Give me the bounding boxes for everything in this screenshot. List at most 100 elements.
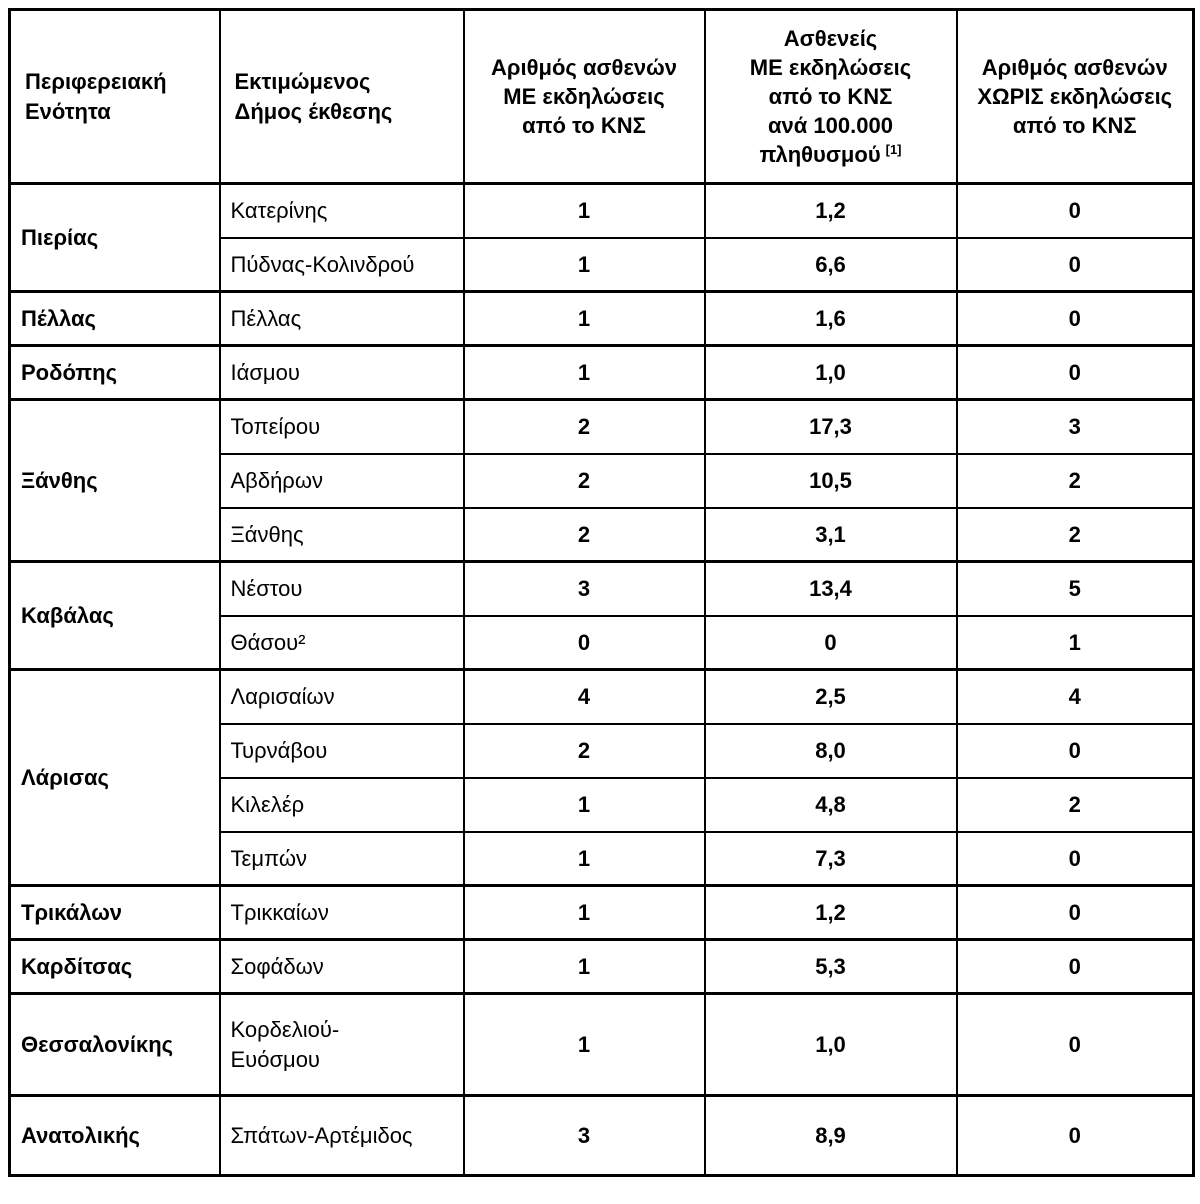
region-cell: Θεσσαλονίκης — [8, 992, 221, 1097]
without-cns-cell: 0 — [955, 182, 1195, 239]
without-cns-cell: 0 — [955, 290, 1195, 347]
with-cns-cell: 1 — [462, 938, 706, 995]
region-cell: Καβάλας — [8, 560, 221, 671]
with-cns-cell: 1 — [462, 776, 706, 833]
table-row: Ξάνθης 2 3,1 2 — [10, 506, 1195, 563]
without-cns-cell: 0 — [955, 1094, 1195, 1177]
without-cns-cell: 0 — [955, 938, 1195, 995]
header-patients-with-cns: Αριθμός ασθενών ΜΕ εκδηλώσεις από το ΚΝΣ — [462, 8, 706, 185]
cns-cases-table: Περιφερειακή Ενότητα Εκτιμώμενος Δήμος έ… — [8, 8, 1195, 1177]
without-cns-cell: 4 — [955, 668, 1195, 725]
table-row: Καβάλας Νέστου 3 13,4 5 — [8, 560, 1195, 671]
per-100k-cell: 1,2 — [703, 182, 958, 239]
without-cns-cell: 0 — [955, 722, 1195, 779]
without-cns-cell: 0 — [955, 830, 1195, 887]
per-100k-cell: 5,3 — [703, 938, 958, 995]
municipality-cell: Πύδνας-Κολινδρού — [218, 236, 465, 293]
header-row: Περιφερειακή Ενότητα Εκτιμώμενος Δήμος έ… — [8, 8, 1195, 185]
table-row: Θεσσαλονίκης Κορδελιού- Ευόσμου 1 1,0 0 — [8, 992, 1195, 1097]
table-row: Αβδήρων 2 10,5 2 — [10, 452, 1195, 509]
without-cns-cell: 0 — [955, 992, 1195, 1097]
per-100k-cell: 1,2 — [703, 884, 958, 941]
municipality-cell: Ξάνθης — [218, 506, 465, 563]
with-cns-cell: 2 — [462, 722, 706, 779]
with-cns-cell: 4 — [462, 668, 706, 725]
table-row: Πιερίας Κατερίνης 1 1,2 0 — [8, 182, 1195, 293]
with-cns-cell: 1 — [462, 344, 706, 401]
per-100k-cell: 8,0 — [703, 722, 958, 779]
per-100k-cell: 10,5 — [703, 452, 958, 509]
header-regional-unit-label: Περιφερειακή Ενότητα — [25, 69, 167, 124]
per-100k-cell: 1,6 — [703, 290, 958, 347]
with-cns-cell: 1 — [462, 290, 706, 347]
table-row: Τρικάλων Τρικκαίων 1 1,2 0 — [8, 884, 1195, 941]
without-cns-cell: 2 — [955, 506, 1195, 563]
per-100k-cell: 17,3 — [703, 398, 958, 455]
municipality-cell: Τρικκαίων — [218, 884, 465, 941]
region-cell: Λάρισας — [8, 668, 221, 887]
table-row: Ανατολικής Σπάτων-Αρτέμιδος 3 8,9 0 — [8, 1094, 1195, 1177]
header-patients-without-cns-label: Αριθμός ασθενών ΧΩΡΙΣ εκδηλώσεις από το … — [977, 54, 1173, 139]
municipality-cell: Τοπείρου — [218, 398, 465, 455]
table-row: Τυρνάβου 2 8,0 0 — [10, 722, 1195, 779]
with-cns-cell: 2 — [462, 506, 706, 563]
table-body: Πιερίας Κατερίνης 1 1,2 0 Πύδνας-Κολινδρού 1 6,… — [8, 182, 1195, 1177]
region-cell: Ξάνθης — [8, 398, 221, 563]
region-cell: Καρδίτσας — [8, 938, 221, 995]
per-100k-cell: 2,5 — [703, 668, 958, 725]
municipality-cell: Πέλλας — [218, 290, 465, 347]
per-100k-cell: 4,8 — [703, 776, 958, 833]
without-cns-cell: 3 — [955, 398, 1195, 455]
per-100k-cell: 1,0 — [703, 992, 958, 1097]
table-row: Πέλλας Πέλλας 1 1,6 0 — [8, 290, 1195, 347]
with-cns-cell: 1 — [462, 236, 706, 293]
municipality-cell: Ιάσμου — [218, 344, 465, 401]
table-row: Ροδόπης Ιάσμου 1 1,0 0 — [8, 344, 1195, 401]
table-row: Θάσου² 0 0 1 — [10, 614, 1195, 671]
region-cell: Ροδόπης — [8, 344, 221, 401]
table-row: Πύδνας-Κολινδρού 1 6,6 0 — [10, 236, 1195, 293]
header-estimated-municipality-label: Εκτιμώμενος Δήμος έκθεσης — [234, 69, 393, 124]
municipality-cell: Τυρνάβου — [218, 722, 465, 779]
without-cns-cell: 2 — [955, 776, 1195, 833]
with-cns-cell: 1 — [462, 182, 706, 239]
with-cns-cell: 2 — [462, 398, 706, 455]
with-cns-cell: 2 — [462, 452, 706, 509]
region-cell: Ανατολικής — [8, 1094, 221, 1177]
region-cell: Πιερίας — [8, 182, 221, 293]
table-row: Κιλελέρ 1 4,8 2 — [10, 776, 1195, 833]
header-estimated-municipality: Εκτιμώμενος Δήμος έκθεσης — [218, 8, 465, 185]
municipality-cell: Τεμπών — [218, 830, 465, 887]
header-patients-with-cns-label: Αριθμός ασθενών ΜΕ εκδηλώσεις από το ΚΝΣ — [491, 54, 677, 139]
municipality-cell: Σοφάδων — [218, 938, 465, 995]
header-regional-unit: Περιφερειακή Ενότητα — [8, 8, 221, 185]
with-cns-cell: 3 — [462, 560, 706, 617]
region-cell: Πέλλας — [8, 290, 221, 347]
municipality-cell: Λαρισαίων — [218, 668, 465, 725]
municipality-cell: Κορδελιού- Ευόσμου — [218, 992, 465, 1097]
municipality-cell: Κιλελέρ — [218, 776, 465, 833]
without-cns-cell: 0 — [955, 344, 1195, 401]
per-100k-cell: 6,6 — [703, 236, 958, 293]
per-100k-cell: 13,4 — [703, 560, 958, 617]
municipality-cell: Κατερίνης — [218, 182, 465, 239]
without-cns-cell: 0 — [955, 884, 1195, 941]
header-patients-with-cns-per-100k: Ασθενείς ΜΕ εκδηλώσεις από το ΚΝΣ ανά 10… — [703, 8, 958, 185]
table-row: Καρδίτσας Σοφάδων 1 5,3 0 — [8, 938, 1195, 995]
per-100k-cell: 7,3 — [703, 830, 958, 887]
header-patients-with-cns-per-100k-label: Ασθενείς ΜΕ εκδηλώσεις από το ΚΝΣ ανά 10… — [749, 25, 912, 168]
municipality-cell: Θάσου² — [218, 614, 465, 671]
municipality-cell: Σπάτων-Αρτέμιδος — [218, 1094, 465, 1177]
with-cns-cell: 1 — [462, 884, 706, 941]
per-100k-cell: 0 — [703, 614, 958, 671]
per-100k-cell: 1,0 — [703, 344, 958, 401]
per-100k-cell: 3,1 — [703, 506, 958, 563]
table-row: Ξάνθης Τοπείρου 2 17,3 3 — [8, 398, 1195, 563]
header-patients-without-cns: Αριθμός ασθενών ΧΩΡΙΣ εκδηλώσεις από το … — [955, 8, 1195, 185]
with-cns-cell: 1 — [462, 992, 706, 1097]
with-cns-cell: 0 — [462, 614, 706, 671]
municipality-cell: Αβδήρων — [218, 452, 465, 509]
with-cns-cell: 3 — [462, 1094, 706, 1177]
table-row: Τεμπών 1 7,3 0 — [10, 830, 1195, 887]
